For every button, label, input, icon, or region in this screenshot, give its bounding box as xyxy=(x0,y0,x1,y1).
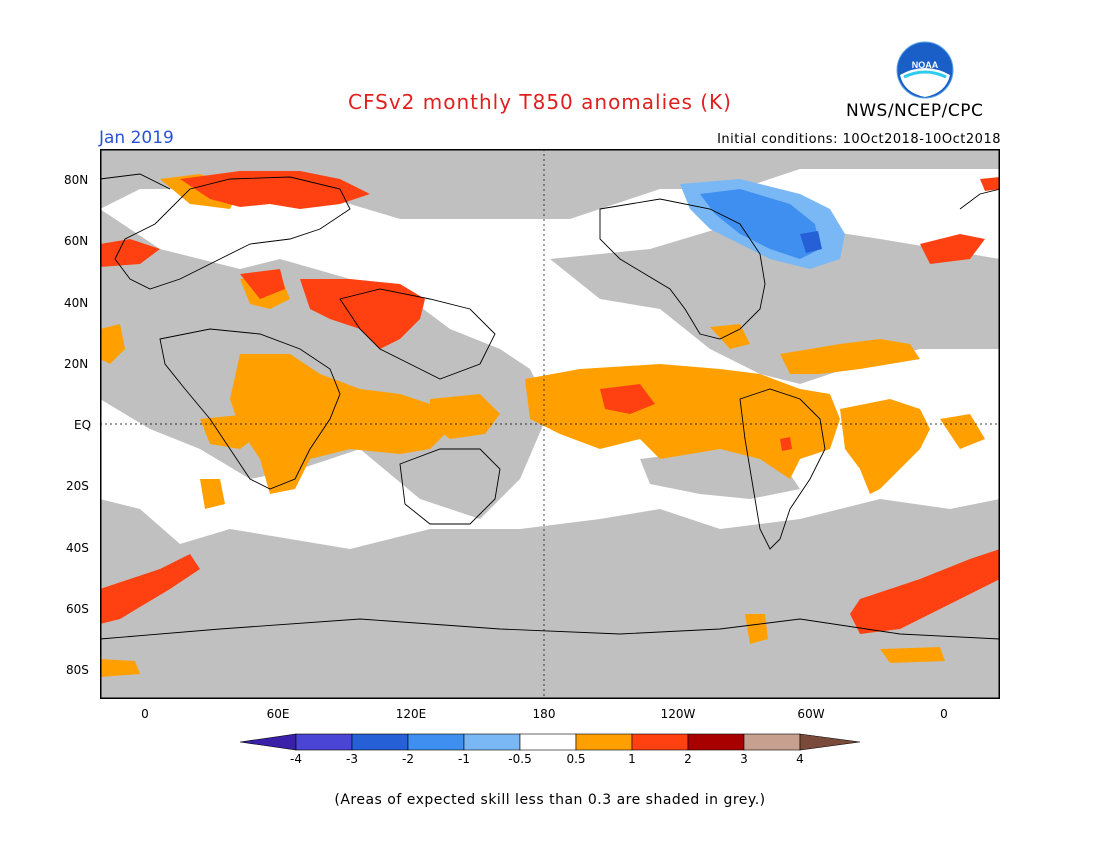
lat-label-40s: 40S xyxy=(66,541,89,555)
lat-label-20s: 20S xyxy=(66,479,89,493)
colorbar-swatch-p05 xyxy=(575,733,633,751)
colorbar-label-p3: 3 xyxy=(740,752,748,766)
lat-label-60n: 60N xyxy=(64,234,89,248)
anomaly-map xyxy=(100,149,1000,699)
initial-conditions-label: Initial conditions: 10Oct2018-10Oct2018 xyxy=(717,132,1001,147)
colorbar-label-p05: 0.5 xyxy=(566,752,586,766)
chart-title: CFSv2 monthly T850 anomalies (K) xyxy=(348,90,732,114)
colorbar-swatch-p2 xyxy=(687,733,745,751)
colorbar-swatch-m3 xyxy=(351,733,409,751)
colorbar-label-m1: -1 xyxy=(458,752,470,766)
lon-label-120w: 120W xyxy=(660,707,696,721)
colorbar-label-m2: -2 xyxy=(402,752,414,766)
lat-label-20n: 20N xyxy=(64,357,89,371)
skill-footnote: (Areas of expected skill less than 0.3 a… xyxy=(334,792,766,808)
lat-label-80s: 80S xyxy=(66,663,89,677)
lat-label-60s: 60S xyxy=(66,602,89,616)
colorbar-arrow-left xyxy=(240,733,297,751)
lon-label-60w: 60W xyxy=(797,707,825,721)
lat-label-80n: 80N xyxy=(64,173,89,187)
lon-label-60e: 60E xyxy=(266,707,290,721)
noaa-logo-text: NOAA xyxy=(912,60,939,70)
colorbar-label-p2: 2 xyxy=(684,752,692,766)
colorbar-label-p1: 1 xyxy=(628,752,636,766)
lat-label-40n: 40N xyxy=(64,296,89,310)
colorbar-swatch-m2 xyxy=(407,733,465,751)
month-label: Jan 2019 xyxy=(99,128,174,148)
noaa-logo: NOAA xyxy=(896,41,954,99)
colorbar-swatch-p3 xyxy=(743,733,801,751)
org-label: NWS/NCEP/CPC xyxy=(846,101,984,121)
colorbar-swatch-m1 xyxy=(463,733,521,751)
lon-label-120e: 120E xyxy=(395,707,427,721)
colorbar-label-m4: -4 xyxy=(290,752,302,766)
colorbar-label-m3: -3 xyxy=(346,752,358,766)
lon-label-180: 180 xyxy=(532,707,556,721)
colorbar-swatch-m4 xyxy=(295,733,353,751)
coastlines xyxy=(100,173,1000,640)
colorbar-swatch-zero xyxy=(519,733,577,751)
colorbar xyxy=(240,733,860,751)
map-gridlines xyxy=(100,149,1000,699)
lat-label-eq: EQ xyxy=(74,418,92,432)
negative-anomaly-north-america xyxy=(680,179,845,269)
positive-anomaly-strong xyxy=(100,171,1000,634)
colorbar-label-p4: 4 xyxy=(796,752,804,766)
colorbar-arrow-right xyxy=(799,733,860,751)
colorbar-swatch-p1 xyxy=(631,733,689,751)
lon-label-0-west: 0 xyxy=(141,707,149,721)
lon-label-0-east: 0 xyxy=(940,707,948,721)
colorbar-label-m05: -0.5 xyxy=(508,752,532,766)
